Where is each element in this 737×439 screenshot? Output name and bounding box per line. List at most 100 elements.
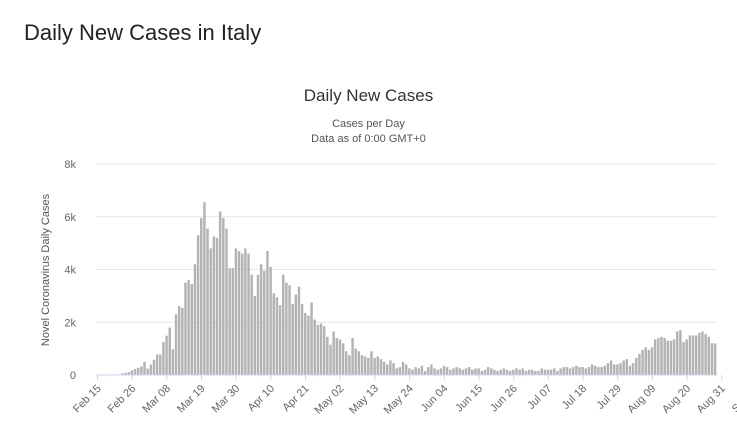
bar bbox=[241, 253, 244, 375]
bar bbox=[619, 363, 622, 375]
bar bbox=[395, 368, 398, 375]
bar bbox=[594, 365, 597, 375]
bar bbox=[253, 295, 257, 376]
bar bbox=[499, 369, 502, 375]
bar bbox=[455, 367, 458, 375]
bar bbox=[363, 356, 367, 375]
chart-title: Daily New Cases bbox=[303, 86, 434, 105]
bar bbox=[638, 353, 641, 375]
bar bbox=[354, 348, 357, 376]
bar bbox=[452, 368, 455, 375]
x-tick-label: May 02 bbox=[312, 383, 346, 417]
bar bbox=[300, 303, 304, 375]
bar bbox=[423, 371, 427, 375]
x-tick-label: Feb 26 bbox=[106, 383, 139, 416]
x-tick-label: Jul 18 bbox=[560, 383, 589, 412]
bar bbox=[480, 371, 484, 375]
bar bbox=[534, 371, 537, 375]
bar bbox=[449, 369, 452, 375]
bar bbox=[187, 280, 190, 375]
x-tick-label: Mar 08 bbox=[140, 383, 173, 416]
bar bbox=[140, 366, 143, 375]
bar bbox=[149, 364, 153, 375]
page-title: Daily New Cases in Italy bbox=[24, 20, 262, 45]
bar bbox=[133, 368, 137, 375]
bar bbox=[471, 369, 474, 375]
bar bbox=[691, 335, 695, 375]
bar bbox=[606, 363, 610, 375]
bar bbox=[310, 302, 313, 375]
bar bbox=[212, 236, 216, 375]
bar bbox=[316, 324, 320, 375]
bar bbox=[269, 266, 272, 375]
bar bbox=[345, 351, 348, 375]
x-tick-label: Sep 11 bbox=[730, 383, 737, 416]
bar bbox=[666, 340, 670, 375]
bar bbox=[376, 356, 380, 375]
bar bbox=[553, 368, 556, 375]
bar bbox=[127, 372, 130, 375]
bar bbox=[713, 343, 717, 375]
bar bbox=[218, 211, 222, 375]
bar bbox=[685, 339, 688, 375]
bar bbox=[307, 315, 310, 375]
bar bbox=[575, 365, 578, 375]
x-tick-label: May 24 bbox=[382, 383, 416, 417]
x-tick-label: Jul 29 bbox=[595, 383, 624, 412]
bar bbox=[244, 248, 247, 375]
bar bbox=[338, 339, 342, 375]
bar bbox=[578, 367, 581, 375]
bar bbox=[430, 364, 433, 375]
bar bbox=[313, 319, 316, 375]
bar bbox=[543, 369, 547, 375]
bar bbox=[237, 251, 241, 375]
x-tick-label: Jun 04 bbox=[419, 383, 451, 415]
bar bbox=[411, 369, 414, 375]
bar bbox=[701, 331, 704, 375]
bar bbox=[168, 327, 171, 375]
bar bbox=[234, 248, 238, 375]
bar bbox=[505, 369, 509, 375]
x-tick-label: Jul 07 bbox=[525, 383, 554, 412]
bar bbox=[414, 367, 417, 375]
bar bbox=[177, 306, 181, 375]
bar bbox=[193, 264, 197, 375]
y-tick-label: 6k bbox=[64, 212, 76, 224]
bar bbox=[436, 369, 439, 375]
bar bbox=[420, 365, 424, 375]
bar bbox=[130, 370, 134, 375]
bar bbox=[392, 363, 395, 375]
bar bbox=[357, 351, 361, 375]
bar bbox=[326, 336, 329, 375]
bar bbox=[152, 359, 156, 375]
bar bbox=[707, 336, 710, 375]
bar bbox=[527, 369, 531, 375]
bar bbox=[181, 307, 184, 375]
bar bbox=[143, 361, 146, 375]
bar bbox=[272, 293, 275, 375]
bar bbox=[483, 369, 487, 375]
bar bbox=[389, 360, 392, 375]
bar bbox=[581, 367, 584, 375]
bar bbox=[635, 357, 638, 375]
bar bbox=[660, 336, 663, 375]
bar bbox=[612, 364, 616, 375]
x-tick-label: Aug 31 bbox=[695, 383, 728, 416]
bar bbox=[521, 368, 525, 375]
bar bbox=[121, 373, 124, 375]
bar bbox=[184, 282, 187, 375]
bar bbox=[250, 274, 253, 375]
y-tick-label: 0 bbox=[70, 370, 76, 382]
bar bbox=[206, 228, 209, 375]
bar bbox=[515, 368, 518, 375]
x-tick-label: Apr 21 bbox=[280, 383, 311, 414]
bar bbox=[200, 218, 203, 375]
x-tick-label: Mar 30 bbox=[210, 383, 243, 416]
bar bbox=[657, 338, 660, 375]
bar bbox=[609, 360, 613, 375]
bar bbox=[490, 368, 493, 375]
bar bbox=[426, 367, 430, 375]
x-tick-label: Jun 15 bbox=[453, 383, 485, 415]
bar bbox=[584, 368, 588, 375]
bar bbox=[467, 367, 471, 375]
